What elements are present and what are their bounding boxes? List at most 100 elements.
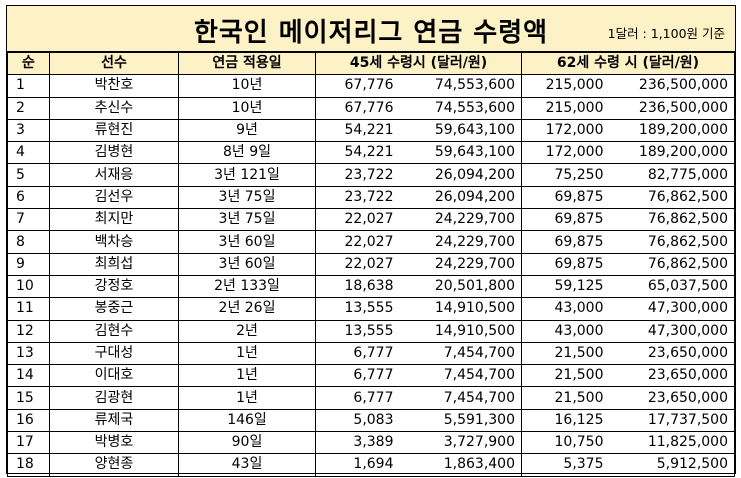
- krw-at-62: 76,862,500: [609, 208, 735, 232]
- pension-period: 2년 26일: [178, 297, 316, 321]
- table-row: 10 강정호 2년 133일 18,638 20,501,800 59,125 65,037…: [7, 274, 735, 299]
- player-name: 류제국: [49, 408, 179, 433]
- pension-sheet: 한국인 메이저리그 연금 수령액 1달러 : 1,100원 기준 순 선수 연금…: [6, 5, 736, 477]
- krw-at-62: 23,650,000: [609, 386, 735, 410]
- player-name: 강정호: [49, 274, 179, 299]
- krw-at-62: 76,862,500: [609, 230, 735, 254]
- player-name: 추신수: [49, 96, 179, 120]
- player-name: 박병호: [49, 431, 179, 455]
- krw-at-45: 7,454,700: [399, 386, 522, 410]
- header-player: 선수: [49, 51, 179, 76]
- usd-at-45: 1,694: [315, 453, 400, 477]
- usd-at-62: 215,000: [521, 74, 610, 98]
- usd-at-62: 21,500: [521, 364, 610, 388]
- usd-at-62: 21,500: [521, 341, 610, 366]
- usd-at-45: 67,776: [315, 96, 400, 120]
- row-index: 6: [7, 185, 50, 210]
- row-index: 11: [7, 297, 50, 321]
- usd-at-62: 75,250: [521, 163, 610, 187]
- usd-at-45: 67,776: [315, 74, 400, 98]
- krw-at-45: 24,229,700: [399, 252, 522, 276]
- krw-at-45: 59,643,100: [399, 118, 522, 143]
- row-index: 4: [7, 141, 50, 165]
- usd-at-45: 18,638: [315, 274, 400, 299]
- table-row: 12 김현수 2년 13,555 14,910,500 43,000 47,300,000: [7, 319, 735, 343]
- usd-at-45: 3,389: [315, 431, 400, 455]
- krw-at-62: 189,200,000: [609, 118, 735, 143]
- usd-at-45: 13,555: [315, 297, 400, 321]
- pension-period: 43일: [178, 453, 316, 477]
- krw-at-45: 59,643,100: [399, 141, 522, 165]
- krw-at-45: 24,229,700: [399, 230, 522, 254]
- krw-at-45: 1,863,400: [399, 453, 522, 477]
- usd-at-62: 69,875: [521, 252, 610, 276]
- pension-period: 3년 75일: [178, 208, 316, 232]
- usd-at-45: 6,777: [315, 386, 400, 410]
- krw-at-62: 5,912,500: [609, 453, 735, 477]
- krw-at-62: 23,650,000: [609, 341, 735, 366]
- krw-at-45: 3,727,900: [399, 431, 522, 455]
- usd-at-62: 21,500: [521, 386, 610, 410]
- usd-at-62: 43,000: [521, 297, 610, 321]
- row-index: 10: [7, 274, 50, 299]
- row-index: 5: [7, 163, 50, 187]
- krw-at-45: 14,910,500: [399, 319, 522, 343]
- usd-at-62: 43,000: [521, 319, 610, 343]
- krw-at-62: 236,500,000: [609, 74, 735, 98]
- krw-at-62: 17,737,500: [609, 408, 735, 433]
- row-index: 3: [7, 118, 50, 143]
- usd-at-45: 22,027: [315, 230, 400, 254]
- usd-at-45: 5,083: [315, 408, 400, 433]
- krw-at-45: 26,094,200: [399, 185, 522, 210]
- krw-at-62: 82,775,000: [609, 163, 735, 187]
- player-name: 김선우: [49, 185, 179, 210]
- table-row: 13 구대성 1년 6,777 7,454,700 21,500 23,650,000: [7, 341, 735, 366]
- krw-at-45: 24,229,700: [399, 208, 522, 232]
- sheet-title: 한국인 메이저리그 연금 수령액: [193, 18, 549, 48]
- header-at-62: 62세 수령 시 (달러/원): [521, 51, 735, 76]
- table-row: 14 이대호 1년 6,777 7,454,700 21,500 23,650,000: [7, 364, 735, 388]
- pension-period: 2년: [178, 319, 316, 343]
- player-name: 서재응: [49, 163, 179, 187]
- row-index: 7: [7, 208, 50, 232]
- pension-period: 10년: [178, 96, 316, 120]
- table-row: 1 박찬호 10년 67,776 74,553,600 215,000 236,500,00…: [7, 74, 735, 98]
- krw-at-45: 20,501,800: [399, 274, 522, 299]
- header-at-45: 45세 수령시 (달러/원): [315, 51, 522, 76]
- table-row: 2 추신수 10년 67,776 74,553,600 215,000 236,500,00…: [7, 96, 735, 120]
- krw-at-45: 14,910,500: [399, 297, 522, 321]
- krw-at-45: 26,094,200: [399, 163, 522, 187]
- row-index: 13: [7, 341, 50, 366]
- player-name: 박찬호: [49, 74, 179, 98]
- table-row: 11 봉중근 2년 26일 13,555 14,910,500 43,000 47,300,…: [7, 297, 735, 321]
- header-period: 연금 적용일: [178, 51, 316, 76]
- row-index: 14: [7, 364, 50, 388]
- header-idx: 순: [7, 51, 50, 76]
- krw-at-62: 236,500,000: [609, 96, 735, 120]
- pension-period: 90일: [178, 431, 316, 455]
- krw-at-62: 47,300,000: [609, 319, 735, 343]
- usd-at-62: 59,125: [521, 274, 610, 299]
- row-index: 16: [7, 408, 50, 433]
- krw-at-62: 76,862,500: [609, 252, 735, 276]
- krw-at-62: 47,300,000: [609, 297, 735, 321]
- table-row: 5 서재응 3년 121일 23,722 26,094,200 75,250 82,775,…: [7, 163, 735, 187]
- usd-at-45: 6,777: [315, 341, 400, 366]
- player-name: 봉중근: [49, 297, 179, 321]
- usd-at-62: 69,875: [521, 230, 610, 254]
- row-index: 17: [7, 431, 50, 455]
- pension-period: 10년: [178, 74, 316, 98]
- table-row: 18 양현종 43일 1,694 1,863,400 5,375 5,912,500: [7, 453, 735, 477]
- krw-at-62: 65,037,500: [609, 274, 735, 299]
- table-row: 7 최지만 3년 75일 22,027 24,229,700 69,875 76,862,5…: [7, 208, 735, 232]
- pension-period: 3년 75일: [178, 185, 316, 210]
- player-name: 양현종: [49, 453, 179, 477]
- row-index: 9: [7, 252, 50, 276]
- header-row: 순 선수 연금 적용일 45세 수령시 (달러/원) 62세 수령 시 (달러/…: [7, 51, 735, 76]
- pension-period: 3년 121일: [178, 163, 316, 187]
- player-name: 구대성: [49, 341, 179, 366]
- player-name: 이대호: [49, 364, 179, 388]
- pension-period: 3년 60일: [178, 230, 316, 254]
- pension-period: 1년: [178, 386, 316, 410]
- krw-at-45: 5,591,300: [399, 408, 522, 433]
